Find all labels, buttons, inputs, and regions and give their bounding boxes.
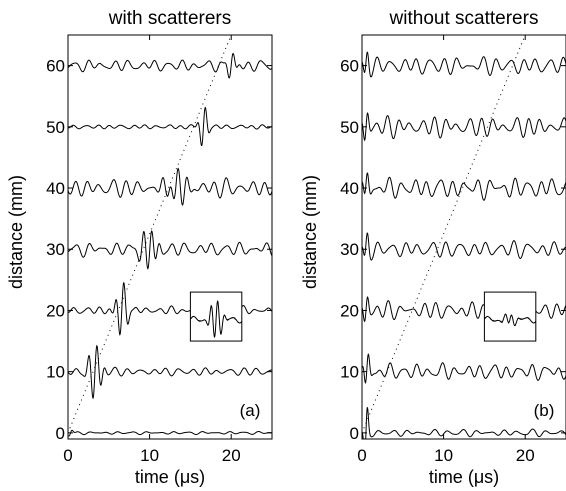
- trend-line: [362, 35, 526, 434]
- x-tick-label: 20: [222, 446, 241, 465]
- y-axis-label: distance (mm): [300, 175, 320, 289]
- y-tick-label: 10: [46, 363, 65, 382]
- x-tick-label: 0: [357, 446, 366, 465]
- x-axis-label: time (μs): [135, 467, 205, 487]
- traces: [68, 35, 272, 437]
- plot-frame: [67, 34, 273, 440]
- trace-40mm: [68, 167, 272, 206]
- trace-60mm: [362, 51, 566, 78]
- y-axis-label: distance (mm): [6, 175, 26, 289]
- plot-area: 0 10 20 30 40 50 60 0 10 20: [46, 34, 273, 465]
- panel-a: with scatterers distance (mm) time (μs) …: [6, 8, 273, 487]
- y-tick-label: 50: [340, 118, 359, 137]
- trace-40mm: [362, 172, 566, 201]
- panel-title: with scatterers: [108, 8, 231, 29]
- panel-b: without scatterers distance (mm) time (μ…: [300, 8, 566, 487]
- y-tick-label: 60: [46, 57, 65, 76]
- y-tick-label: 10: [340, 363, 359, 382]
- panel-tag: (a): [240, 401, 261, 420]
- inset-trace: [483, 313, 537, 327]
- panel-title: without scatterers: [389, 8, 539, 29]
- trace-50mm: [362, 112, 566, 142]
- x-tick-label: 10: [140, 446, 159, 465]
- y-tick-label: 60: [340, 57, 359, 76]
- y-tick-label: 0: [56, 424, 65, 443]
- traces: [362, 35, 566, 439]
- y-tick-label: 20: [340, 301, 359, 320]
- trend-line: [68, 35, 232, 434]
- y-tick-label: 30: [46, 240, 65, 259]
- x-tick-label: 10: [434, 446, 453, 465]
- trace-60mm: [68, 52, 272, 79]
- x-axis-label: time (μs): [429, 467, 499, 487]
- trace-50mm: [68, 106, 272, 147]
- plot-frame: [361, 34, 566, 440]
- trace-30mm: [362, 232, 566, 261]
- trace-10mm: [362, 353, 566, 384]
- x-tick-label: 0: [63, 446, 72, 465]
- trace-30mm: [68, 230, 272, 270]
- y-tick-label: 30: [340, 240, 359, 259]
- trace-0mm: [362, 407, 566, 439]
- y-tick-label: 40: [46, 179, 65, 198]
- y-tick-label: 50: [46, 118, 65, 137]
- plot-area: 0 10 20 30 40 50 60 0 10 20: [340, 34, 566, 465]
- y-tick-label: 0: [350, 424, 359, 443]
- y-tick-label: 40: [340, 179, 359, 198]
- trace-0mm: [68, 429, 272, 437]
- x-tick-label: 20: [516, 446, 535, 465]
- inset-box: [189, 291, 243, 342]
- y-tick-label: 20: [46, 301, 65, 320]
- inset-trace: [189, 300, 243, 338]
- panel-tag: (b): [534, 401, 555, 420]
- trace-10mm: [68, 344, 272, 400]
